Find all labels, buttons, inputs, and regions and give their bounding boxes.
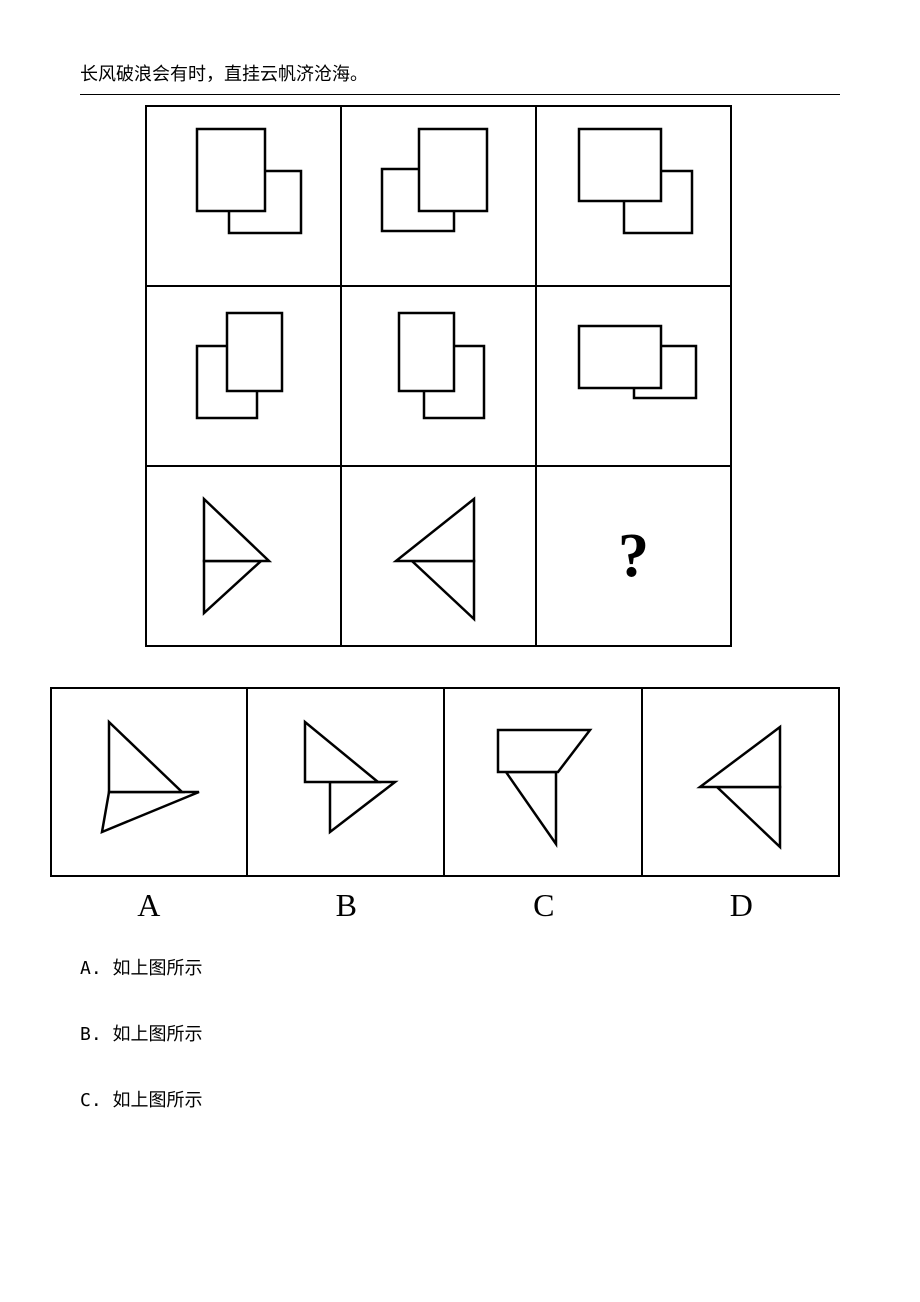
page-container: 长风破浪会有时，直挂云帆济沧海。 <box>0 0 920 1212</box>
figure-2-3 <box>539 291 729 461</box>
option-cell-d <box>643 687 841 877</box>
grid-cell-2-1 <box>146 286 341 466</box>
option-label-c: C <box>445 887 643 924</box>
answer-line-a: A. 如上图所示 <box>80 954 840 980</box>
figure-3-2 <box>344 471 534 641</box>
option-figure-d <box>645 692 835 872</box>
option-labels-row: A B C D <box>50 887 840 924</box>
option-label-b: B <box>248 887 446 924</box>
option-cell-b <box>248 687 446 877</box>
option-figure-a <box>54 692 244 872</box>
question-mark: ? <box>618 522 649 590</box>
answer-line-c: C. 如上图所示 <box>80 1086 840 1112</box>
option-cell-c <box>445 687 643 877</box>
grid-cell-3-3: ? <box>536 466 731 646</box>
answer-line-b: B. 如上图所示 <box>80 1020 840 1046</box>
grid-cell-1-3 <box>536 106 731 286</box>
option-figure-c <box>448 692 638 872</box>
option-label-a: A <box>50 887 248 924</box>
header-quote: 长风破浪会有时，直挂云帆济沧海。 <box>80 60 840 95</box>
option-cell-a <box>50 687 248 877</box>
grid-cell-2-2 <box>341 286 536 466</box>
grid-cell-1-1 <box>146 106 341 286</box>
puzzle-grid-container: ? <box>145 105 840 647</box>
figure-1-3 <box>539 111 729 281</box>
grid-cell-2-3 <box>536 286 731 466</box>
grid-cell-3-2 <box>341 466 536 646</box>
option-figure-b <box>250 692 440 872</box>
grid-cell-3-1 <box>146 466 341 646</box>
figure-2-2 <box>344 291 534 461</box>
figure-1-1 <box>149 111 339 281</box>
figure-2-1 <box>149 291 339 461</box>
puzzle-grid: ? <box>145 105 732 647</box>
answer-list: A. 如上图所示 B. 如上图所示 C. 如上图所示 <box>80 954 840 1112</box>
option-label-d: D <box>643 887 841 924</box>
grid-cell-1-2 <box>341 106 536 286</box>
options-row <box>50 687 840 877</box>
figure-1-2 <box>344 111 534 281</box>
figure-3-1 <box>149 471 339 641</box>
